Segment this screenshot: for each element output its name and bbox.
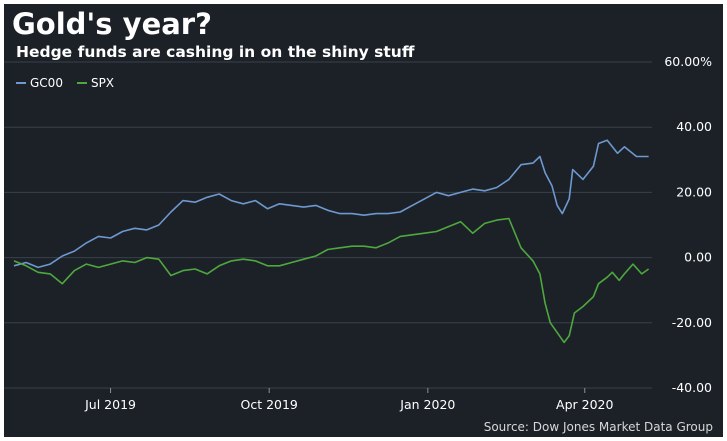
legend-item-gc00: GC00 — [16, 76, 63, 90]
legend-swatch-gc00 — [16, 82, 26, 84]
legend-label-spx: SPX — [90, 76, 115, 90]
legend-label-gc00: GC00 — [30, 76, 63, 90]
chart-panel: 60.00% 40.00 20.00 0.00 -20.00 -40.00 Jul 201… — [4, 4, 723, 437]
y-axis-ticks: 60.00% 40.00 20.00 0.00 -20.00 -40.00 — [664, 54, 712, 395]
line-chart: 60.00% 40.00 20.00 0.00 -20.00 -40.00 Jul 201… — [4, 54, 712, 412]
gridlines — [4, 61, 652, 389]
legend-swatch-spx — [76, 82, 87, 84]
x-tick-label: Jul 2019 — [84, 397, 136, 412]
x-tick-label: Apr 2020 — [556, 397, 613, 412]
chart-title: Gold's year? — [12, 7, 212, 41]
series-lines — [13, 139, 650, 344]
y-tick-label: 60.00% — [664, 54, 712, 69]
x-tick-label: Oct 2019 — [240, 397, 297, 412]
x-axis-ticks: Jul 2019 Oct 2019 Jan 2020 Apr 2020 — [84, 388, 613, 412]
series-line-gc00 — [13, 139, 649, 269]
y-tick-label: 40.00 — [676, 119, 712, 134]
series-line-spx — [13, 217, 650, 344]
y-tick-label: -20.00 — [672, 315, 712, 330]
legend-item-spx: SPX — [76, 76, 115, 90]
source-note: Source: Dow Jones Market Data Group — [483, 420, 713, 434]
x-tick-label: Jan 2020 — [399, 397, 455, 412]
chart-subtitle: Hedge funds are cashing in on the shiny … — [16, 43, 415, 61]
y-tick-label: 0.00 — [684, 250, 712, 265]
y-tick-label: -40.00 — [672, 380, 712, 395]
y-tick-label: 20.00 — [676, 184, 712, 199]
legend: GC00 SPX — [16, 76, 114, 90]
